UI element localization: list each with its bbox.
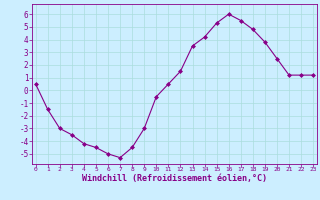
X-axis label: Windchill (Refroidissement éolien,°C): Windchill (Refroidissement éolien,°C) xyxy=(82,174,267,183)
